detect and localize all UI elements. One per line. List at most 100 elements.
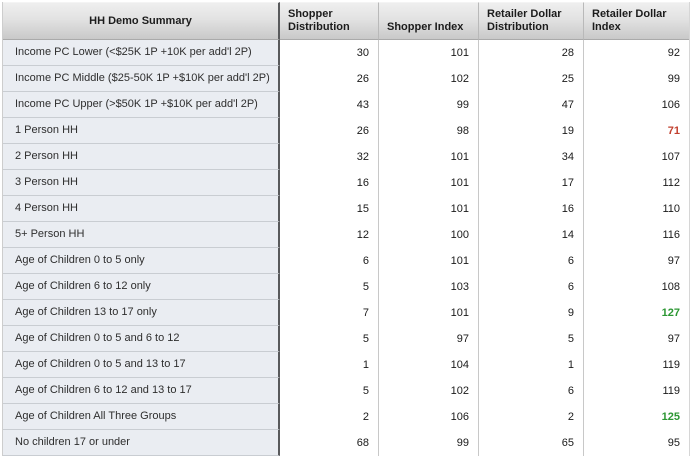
cell-value: 43 [280,92,378,118]
cell-value: 97 [583,326,689,352]
cell-value: 112 [583,170,689,196]
cell-value: 71 [583,118,689,144]
cell-value: 34 [478,144,583,170]
table-row: Age of Children All Three Groups 2 106 2… [3,404,689,430]
row-label: Age of Children 13 to 17 only [3,300,280,326]
cell-value: 1 [478,352,583,378]
cell-value: 28 [478,40,583,66]
row-label: Income PC Middle ($25-50K 1P +$10K per a… [3,66,280,92]
cell-value: 99 [378,430,478,456]
row-label: Age of Children 6 to 12 and 13 to 17 [3,378,280,404]
cell-value: 99 [378,92,478,118]
table-row: 3 Person HH 16 101 17 112 [3,170,689,196]
cell-value: 32 [280,144,378,170]
cell-value: 9 [478,300,583,326]
cell-value: 108 [583,274,689,300]
cell-value: 2 [280,404,378,430]
row-label: Age of Children 0 to 5 and 13 to 17 [3,352,280,378]
cell-value: 6 [478,248,583,274]
cell-value: 101 [378,170,478,196]
cell-value: 101 [378,300,478,326]
cell-value: 101 [378,196,478,222]
cell-value: 107 [583,144,689,170]
table-row: 5+ Person HH 12 100 14 116 [3,222,689,248]
cell-value: 102 [378,378,478,404]
row-label: No children 17 or under [3,430,280,456]
table-row: Income PC Upper (>$50K 1P +$10K per add'… [3,92,689,118]
cell-value: 95 [583,430,689,456]
row-label: Age of Children 0 to 5 only [3,248,280,274]
table-body: Income PC Lower (<$25K 1P +10K per add'l… [3,40,689,456]
cell-value: 101 [378,40,478,66]
cell-value: 106 [378,404,478,430]
table-row: Age of Children 6 to 12 only 5 103 6 108 [3,274,689,300]
table-row: 1 Person HH 26 98 19 71 [3,118,689,144]
cell-value: 100 [378,222,478,248]
header-hh-demo-summary[interactable]: HH Demo Summary [3,2,280,40]
table-row: Income PC Middle ($25-50K 1P +$10K per a… [3,66,689,92]
cell-value: 65 [478,430,583,456]
cell-value: 6 [478,378,583,404]
row-label: Age of Children All Three Groups [3,404,280,430]
row-label: Age of Children 6 to 12 only [3,274,280,300]
cell-value: 101 [378,144,478,170]
cell-value: 97 [378,326,478,352]
cell-value: 17 [478,170,583,196]
cell-value: 2 [478,404,583,430]
cell-value: 97 [583,248,689,274]
cell-value: 15 [280,196,378,222]
cell-value: 47 [478,92,583,118]
row-label: 2 Person HH [3,144,280,170]
cell-value: 16 [478,196,583,222]
cell-value: 125 [583,404,689,430]
header-retailer-dollar-distribution[interactable]: Retailer Dollar Distribution [478,2,583,40]
table-row: Income PC Lower (<$25K 1P +10K per add'l… [3,40,689,66]
cell-value: 116 [583,222,689,248]
header-shopper-distribution[interactable]: Shopper Distribution [280,2,378,40]
cell-value: 5 [280,326,378,352]
cell-value: 5 [280,274,378,300]
table-row: Age of Children 0 to 5 and 6 to 12 5 97 … [3,326,689,352]
cell-value: 26 [280,66,378,92]
row-label: 1 Person HH [3,118,280,144]
row-label: 5+ Person HH [3,222,280,248]
cell-value: 102 [378,66,478,92]
cell-value: 106 [583,92,689,118]
row-label: 4 Person HH [3,196,280,222]
cell-value: 119 [583,352,689,378]
table-row: Age of Children 13 to 17 only 7 101 9 12… [3,300,689,326]
cell-value: 98 [378,118,478,144]
table-row: 2 Person HH 32 101 34 107 [3,144,689,170]
row-label: 3 Person HH [3,170,280,196]
row-label: Income PC Lower (<$25K 1P +10K per add'l… [3,40,280,66]
header-shopper-index[interactable]: Shopper Index [378,2,478,40]
cell-value: 25 [478,66,583,92]
cell-value: 14 [478,222,583,248]
cell-value: 6 [478,274,583,300]
cell-value: 16 [280,170,378,196]
cell-value: 19 [478,118,583,144]
cell-value: 30 [280,40,378,66]
cell-value: 127 [583,300,689,326]
cell-value: 26 [280,118,378,144]
cell-value: 68 [280,430,378,456]
cell-value: 1 [280,352,378,378]
table-row: 4 Person HH 15 101 16 110 [3,196,689,222]
cell-value: 110 [583,196,689,222]
cell-value: 7 [280,300,378,326]
table-row: Age of Children 0 to 5 and 13 to 17 1 10… [3,352,689,378]
cell-value: 104 [378,352,478,378]
cell-value: 119 [583,378,689,404]
cell-value: 92 [583,40,689,66]
cell-value: 12 [280,222,378,248]
table-row: No children 17 or under 68 99 65 95 [3,430,689,456]
table-header-row: HH Demo Summary Shopper Distribution Sho… [3,2,689,40]
row-label: Age of Children 0 to 5 and 6 to 12 [3,326,280,352]
cell-value: 99 [583,66,689,92]
table-row: Age of Children 0 to 5 only 6 101 6 97 [3,248,689,274]
cell-value: 6 [280,248,378,274]
cell-value: 5 [478,326,583,352]
header-retailer-dollar-index[interactable]: Retailer Dollar Index [583,2,689,40]
table-row: Age of Children 6 to 12 and 13 to 17 5 1… [3,378,689,404]
